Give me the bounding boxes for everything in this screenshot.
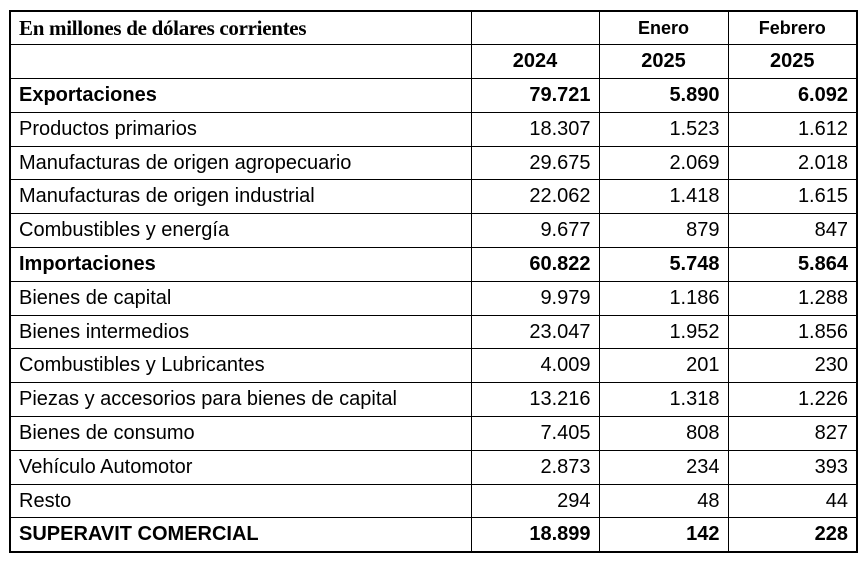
header-empty-cell <box>9 44 472 80</box>
row-value: 44 <box>727 483 858 519</box>
row-label: SUPERAVIT COMERCIAL <box>9 517 472 553</box>
row-value: 4.009 <box>470 348 600 384</box>
header-month-january: Enero <box>598 10 729 46</box>
row-label: Productos primarios <box>9 111 472 147</box>
row-value: 2.018 <box>727 145 858 181</box>
table-row: Productos primarios 18.307 1.523 1.612 <box>9 111 858 147</box>
row-value: 879 <box>598 213 729 249</box>
table-row: Bienes de capital 9.979 1.186 1.288 <box>9 280 858 316</box>
row-value: 808 <box>598 416 729 451</box>
row-value: 7.405 <box>470 416 600 451</box>
row-value: 142 <box>598 517 729 553</box>
row-label: Vehículo Automotor <box>9 449 472 485</box>
header-year-2024: 2024 <box>470 44 600 80</box>
row-value: 1.615 <box>727 179 858 215</box>
table-row: Combustibles y energía 9.677 879 847 <box>9 213 858 249</box>
row-value: 23.047 <box>470 314 600 350</box>
row-label: Bienes de capital <box>9 280 472 316</box>
row-value: 29.675 <box>470 145 600 181</box>
row-value: 60.822 <box>470 247 600 282</box>
table-row: Bienes intermedios 23.047 1.952 1.856 <box>9 314 858 350</box>
row-value: 1.418 <box>598 179 729 215</box>
table-row: Vehículo Automotor 2.873 234 393 <box>9 449 858 485</box>
row-value: 48 <box>598 483 729 519</box>
row-label: Exportaciones <box>9 78 472 113</box>
row-value: 393 <box>727 449 858 485</box>
row-value: 1.288 <box>727 280 858 316</box>
row-value: 6.092 <box>727 78 858 113</box>
row-value: 22.062 <box>470 179 600 215</box>
row-value: 827 <box>727 416 858 451</box>
header-row-years: 2024 2025 2025 <box>9 44 858 80</box>
row-value: 18.899 <box>470 517 600 553</box>
row-value: 1.226 <box>727 382 858 418</box>
header-year-feb-2025: 2025 <box>727 44 858 80</box>
table-title: En millones de dólares corrientes <box>9 10 472 46</box>
row-label: Manufacturas de origen industrial <box>9 179 472 215</box>
row-label: Manufacturas de origen agropecuario <box>9 145 472 181</box>
row-value: 2.069 <box>598 145 729 181</box>
trade-balance-table: En millones de dólares corrientes Enero … <box>9 10 858 553</box>
table-row: Bienes de consumo 7.405 808 827 <box>9 416 858 451</box>
row-value: 79.721 <box>470 78 600 113</box>
row-value: 9.677 <box>470 213 600 249</box>
row-value: 9.979 <box>470 280 600 316</box>
row-value: 847 <box>727 213 858 249</box>
row-value: 13.216 <box>470 382 600 418</box>
row-value: 1.952 <box>598 314 729 350</box>
table-row: Manufacturas de origen agropecuario 29.67… <box>9 145 858 181</box>
row-label: Combustibles y Lubricantes <box>9 348 472 384</box>
table-row: Importaciones 60.822 5.748 5.864 <box>9 247 858 282</box>
row-value: 294 <box>470 483 600 519</box>
row-value: 1.612 <box>727 111 858 147</box>
row-value: 234 <box>598 449 729 485</box>
table-row: Combustibles y Lubricantes 4.009 201 230 <box>9 348 858 384</box>
row-label: Bienes de consumo <box>9 416 472 451</box>
row-value: 1.186 <box>598 280 729 316</box>
row-label: Bienes intermedios <box>9 314 472 350</box>
row-label: Piezas y accesorios para bienes de capit… <box>9 382 472 418</box>
row-value: 5.890 <box>598 78 729 113</box>
table-row: Exportaciones 79.721 5.890 6.092 <box>9 78 858 113</box>
row-label: Combustibles y energía <box>9 213 472 249</box>
table-row: Resto 294 48 44 <box>9 483 858 519</box>
header-month-2024 <box>470 10 600 46</box>
row-label: Resto <box>9 483 472 519</box>
row-value: 5.864 <box>727 247 858 282</box>
row-value: 1.856 <box>727 314 858 350</box>
row-value: 2.873 <box>470 449 600 485</box>
row-value: 5.748 <box>598 247 729 282</box>
row-value: 1.523 <box>598 111 729 147</box>
row-value: 230 <box>727 348 858 384</box>
row-value: 228 <box>727 517 858 553</box>
header-month-february: Febrero <box>727 10 858 46</box>
row-value: 18.307 <box>470 111 600 147</box>
header-year-jan-2025: 2025 <box>598 44 729 80</box>
table-row: Piezas y accesorios para bienes de capit… <box>9 382 858 418</box>
table-row: Manufacturas de origen industrial 22.062 1… <box>9 179 858 215</box>
row-value: 201 <box>598 348 729 384</box>
row-label: Importaciones <box>9 247 472 282</box>
table-row: SUPERAVIT COMERCIAL 18.899 142 228 <box>9 517 858 553</box>
header-row-months: En millones de dólares corrientes Enero … <box>9 10 858 46</box>
row-value: 1.318 <box>598 382 729 418</box>
